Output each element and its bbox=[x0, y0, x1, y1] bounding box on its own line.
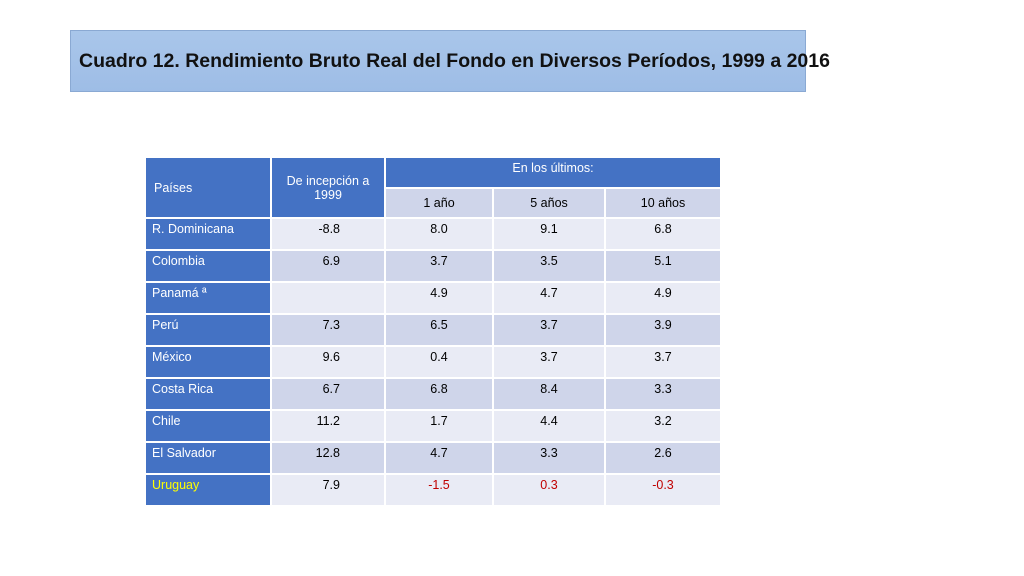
one-year-cell: 3.7 bbox=[384, 249, 494, 283]
five-year-cell: 9.1 bbox=[492, 217, 606, 251]
one-year-cell: 6.8 bbox=[384, 377, 494, 411]
inception-cell: 11.2 bbox=[270, 409, 386, 443]
ten-year-cell: 4.9 bbox=[604, 281, 722, 315]
country-cell: México bbox=[144, 345, 272, 379]
table-row: Perú 7.3 6.5 3.7 3.9 bbox=[144, 313, 722, 347]
inception-cell: 7.3 bbox=[270, 313, 386, 347]
ten-year-cell: 3.2 bbox=[604, 409, 722, 443]
header-10-years: 10 años bbox=[604, 187, 722, 219]
country-cell: R. Dominicana bbox=[144, 217, 272, 251]
header-inception: De incepción a 1999 bbox=[270, 156, 386, 219]
one-year-cell: 0.4 bbox=[384, 345, 494, 379]
table-row: El Salvador 12.8 4.7 3.3 2.6 bbox=[144, 441, 722, 475]
one-year-cell: 4.7 bbox=[384, 441, 494, 475]
one-year-cell: 6.5 bbox=[384, 313, 494, 347]
inception-cell: 6.7 bbox=[270, 377, 386, 411]
inception-cell: 7.9 bbox=[270, 473, 386, 507]
table-row: Panamá ª 4.9 4.7 4.9 bbox=[144, 281, 722, 315]
inception-cell bbox=[270, 281, 386, 315]
ten-year-cell: 3.9 bbox=[604, 313, 722, 347]
country-cell: Panamá ª bbox=[144, 281, 272, 315]
title-box: Cuadro 12. Rendimiento Bruto Real del Fo… bbox=[70, 30, 830, 92]
slide-title: Cuadro 12. Rendimiento Bruto Real del Fo… bbox=[79, 49, 830, 72]
country-cell: El Salvador bbox=[144, 441, 272, 475]
header-last-periods: En los últimos: bbox=[384, 156, 722, 189]
five-year-cell: 4.7 bbox=[492, 281, 606, 315]
inception-cell: 6.9 bbox=[270, 249, 386, 283]
inception-cell: -8.8 bbox=[270, 217, 386, 251]
header-5-years: 5 años bbox=[492, 187, 606, 219]
one-year-cell-negative: -1.5 bbox=[384, 473, 494, 507]
inception-cell: 12.8 bbox=[270, 441, 386, 475]
ten-year-cell: 3.7 bbox=[604, 345, 722, 379]
country-cell-highlighted: Uruguay bbox=[144, 473, 272, 507]
five-year-cell: 3.5 bbox=[492, 249, 606, 283]
ten-year-cell-negative: -0.3 bbox=[604, 473, 722, 507]
header-countries: Países bbox=[144, 156, 272, 219]
one-year-cell: 4.9 bbox=[384, 281, 494, 315]
one-year-cell: 8.0 bbox=[384, 217, 494, 251]
five-year-cell: 3.7 bbox=[492, 345, 606, 379]
five-year-cell: 4.4 bbox=[492, 409, 606, 443]
country-cell: Colombia bbox=[144, 249, 272, 283]
table-row: México 9.6 0.4 3.7 3.7 bbox=[144, 345, 722, 379]
ten-year-cell: 5.1 bbox=[604, 249, 722, 283]
table-row: R. Dominicana -8.8 8.0 9.1 6.8 bbox=[144, 217, 722, 251]
country-cell: Chile bbox=[144, 409, 272, 443]
one-year-cell: 1.7 bbox=[384, 409, 494, 443]
table-row: Costa Rica 6.7 6.8 8.4 3.3 bbox=[144, 377, 722, 411]
ten-year-cell: 6.8 bbox=[604, 217, 722, 251]
five-year-cell: 8.4 bbox=[492, 377, 606, 411]
five-year-cell: 3.3 bbox=[492, 441, 606, 475]
table-row: Colombia 6.9 3.7 3.5 5.1 bbox=[144, 249, 722, 283]
country-cell: Costa Rica bbox=[144, 377, 272, 411]
inception-cell: 9.6 bbox=[270, 345, 386, 379]
table-row: Chile 11.2 1.7 4.4 3.2 bbox=[144, 409, 722, 443]
table-row: Uruguay 7.9 -1.5 0.3 -0.3 bbox=[144, 473, 722, 507]
five-year-cell-negative: 0.3 bbox=[492, 473, 606, 507]
returns-table: Países De incepción a 1999 En los último… bbox=[144, 156, 722, 507]
country-cell: Perú bbox=[144, 313, 272, 347]
header-1-year: 1 año bbox=[384, 187, 494, 219]
ten-year-cell: 3.3 bbox=[604, 377, 722, 411]
ten-year-cell: 2.6 bbox=[604, 441, 722, 475]
five-year-cell: 3.7 bbox=[492, 313, 606, 347]
